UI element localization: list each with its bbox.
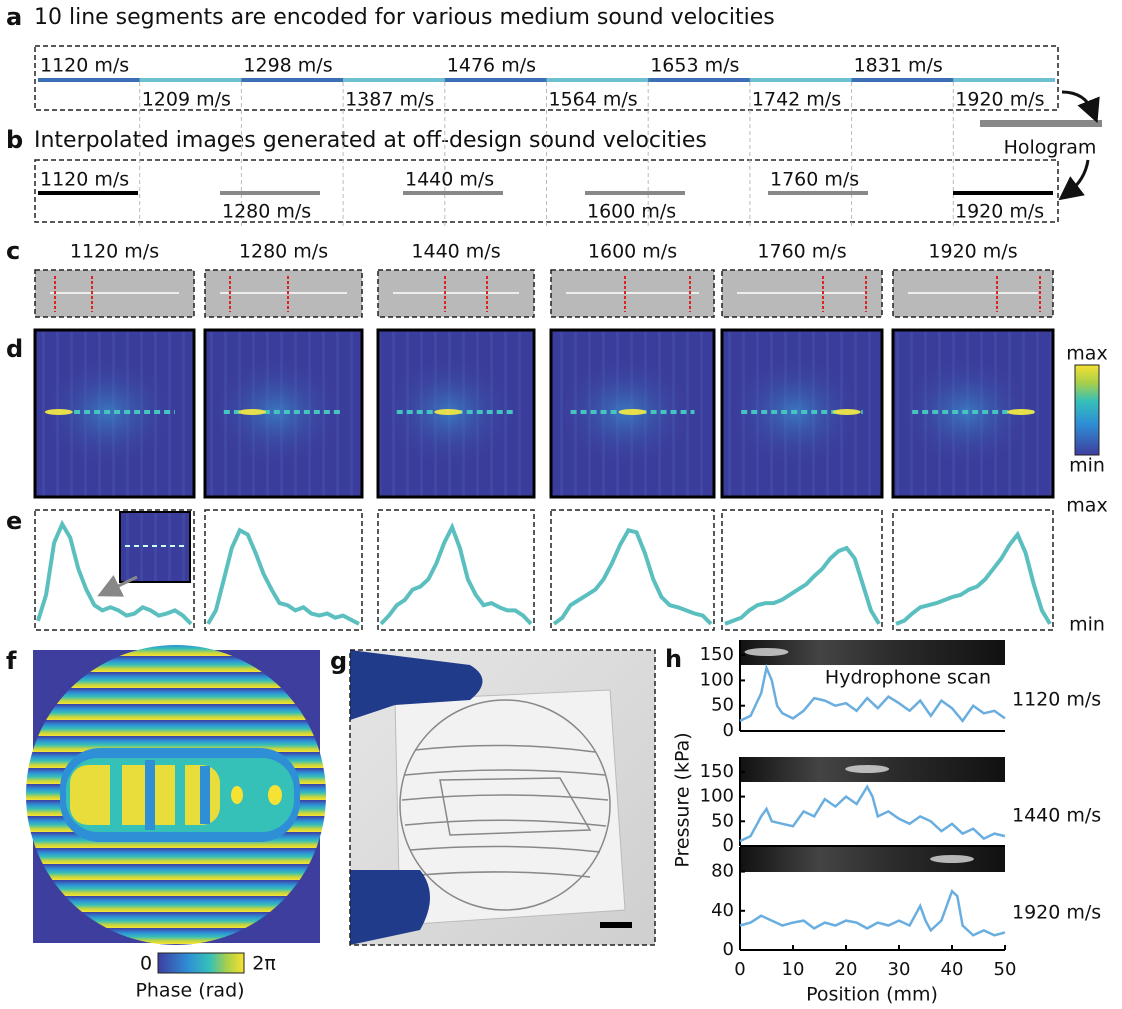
panel-label: d (6, 335, 23, 363)
profile (725, 548, 879, 624)
profile (208, 530, 359, 624)
column-label: 1280 m/s (239, 241, 328, 263)
arrow (1068, 160, 1088, 193)
column-label: 1920 m/s (928, 241, 1017, 263)
segment-label: 1600 m/s (587, 201, 676, 223)
x-axis-label: Position (mm) (806, 984, 938, 1006)
x-tick-label: 40 (941, 959, 964, 980)
focus-peak (833, 409, 861, 415)
y-tick-label: 80 (711, 861, 734, 882)
y-tick-label: 40 (711, 900, 734, 921)
photo (350, 650, 655, 945)
series-line (740, 787, 1005, 841)
scan-spot (930, 855, 974, 863)
segment-label: 1209 m/s (142, 89, 231, 111)
x-tick-label: 0 (734, 959, 745, 980)
segment-label: 1476 m/s (447, 55, 536, 77)
y-tick-label: 50 (711, 810, 734, 831)
x-tick-label: 50 (994, 959, 1017, 980)
y-tick-label: 0 (723, 720, 734, 741)
scan-spot (845, 765, 889, 773)
frame (205, 510, 362, 630)
x-tick-label: 10 (782, 959, 805, 980)
y-tick-label: 150 (700, 644, 734, 665)
segment-label: 1831 m/s (854, 55, 943, 77)
segment-label: 1120 m/s (40, 55, 129, 77)
column-label: 1600 m/s (588, 241, 677, 263)
focus-peak (1007, 409, 1035, 415)
y-tick-label: 100 (700, 669, 734, 690)
y-tick-label: 0 (723, 939, 734, 960)
y-axis-label: Pressure (kPa) (672, 732, 694, 867)
series-label: 1440 m/s (1012, 805, 1101, 827)
panel-title: 10 line segments are encoded for various… (34, 5, 775, 30)
segment-label: 1387 m/s (345, 89, 434, 111)
x-tick-label: 30 (888, 959, 911, 980)
colorbar (158, 953, 244, 973)
segment-label: 1280 m/s (222, 201, 311, 223)
segment-label: 1742 m/s (752, 89, 841, 111)
panel-title: Interpolated images generated at off-des… (34, 128, 707, 153)
hologram-label: Hologram (1004, 137, 1097, 159)
panel-label: b (6, 126, 23, 154)
colorbar-min: 0 (140, 953, 152, 975)
scan-spot (745, 648, 789, 656)
focus-peak (619, 409, 647, 415)
segment-label: 1298 m/s (243, 55, 332, 77)
profile (896, 535, 1050, 624)
segment-label: 1920 m/s (955, 201, 1044, 223)
colorbar-min: min (1069, 455, 1105, 477)
profile (554, 530, 711, 624)
y-tick-label: 150 (700, 761, 734, 782)
segment-label: 1440 m/s (405, 169, 494, 191)
x-tick-label: 20 (835, 959, 858, 980)
series-label: 1120 m/s (1012, 689, 1101, 711)
panel-label: f (6, 647, 17, 675)
hologram (980, 120, 1102, 127)
series-line (740, 891, 1005, 935)
colorbar-max: 2π (252, 953, 276, 975)
figure: a 10 line segments are encoded for vario… (0, 0, 1122, 1009)
y-tick-label: 100 (700, 786, 734, 807)
column-label: 1120 m/s (70, 241, 159, 263)
profile (381, 527, 531, 624)
focus-peak (434, 409, 462, 415)
panel-label: h (665, 645, 682, 673)
column-label: 1760 m/s (757, 241, 846, 263)
arrow (1062, 92, 1093, 112)
segment-label: 1920 m/s (955, 89, 1044, 111)
focus-peak (238, 409, 266, 415)
annotation: Hydrophone scan (825, 667, 991, 689)
segment-label: 1120 m/s (40, 169, 129, 191)
column-label: 1440 m/s (411, 241, 500, 263)
axis-max: max (1066, 495, 1107, 517)
axis-min: min (1069, 614, 1105, 636)
colorbar-label: Phase (rad) (135, 980, 244, 1002)
segment-label: 1564 m/s (549, 89, 638, 111)
colorbar-max: max (1066, 343, 1107, 365)
y-tick-label: 50 (711, 695, 734, 716)
segment-label: 1653 m/s (650, 55, 739, 77)
y-tick-label: 0 (723, 835, 734, 856)
panel-label: g (330, 647, 347, 675)
focus-peak (45, 409, 73, 415)
series-label: 1920 m/s (1012, 902, 1101, 924)
colorbar (1075, 365, 1099, 455)
panel-label: c (6, 237, 20, 265)
panel-label: e (6, 507, 22, 535)
panel-label: a (6, 3, 22, 31)
segment-label: 1760 m/s (770, 169, 859, 191)
